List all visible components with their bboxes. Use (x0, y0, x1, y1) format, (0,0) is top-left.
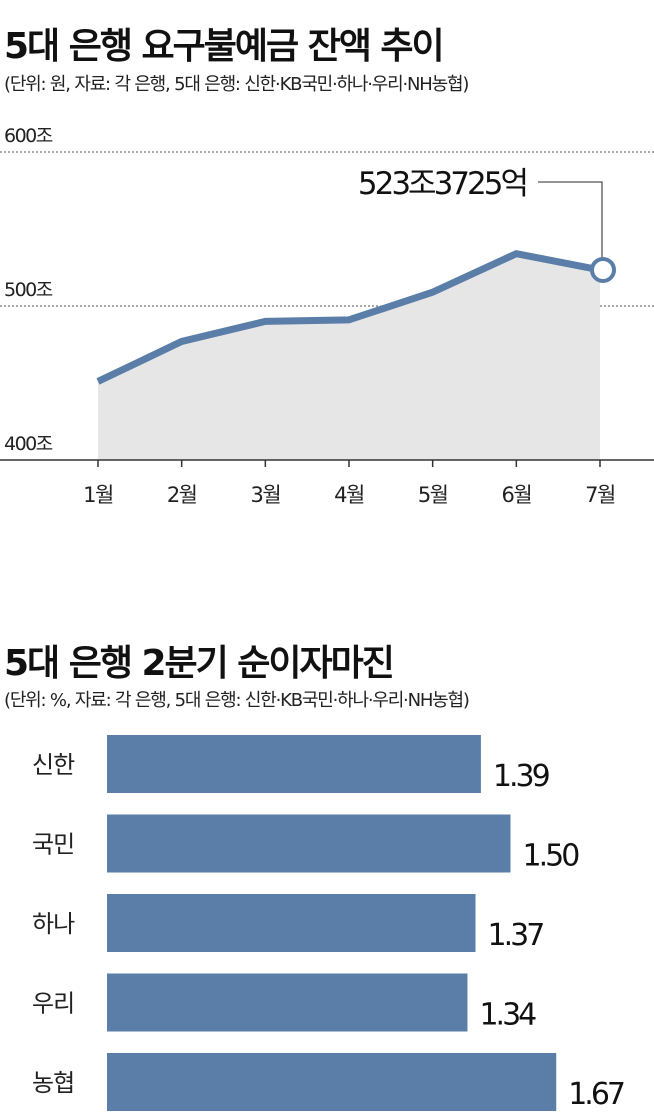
bar-category-label: 우리 (32, 990, 74, 1018)
callout-leader (538, 181, 603, 258)
bar-value-label: 1.34 (479, 998, 536, 1033)
line-chart: 600조 500조 400조 1월 2월 3월 4월 5월 6월 7월 523조3725억 (0, 125, 654, 507)
area-fill (98, 253, 600, 460)
bar (107, 894, 476, 952)
data-point-highlight (590, 256, 616, 283)
bar-category-label: 신한 (32, 751, 75, 779)
line-chart-title: 5대 은행 요구불예금 잔액 추이 (4, 26, 443, 67)
bar-chart-title: 5대 은행 2분기 순이자마진 (4, 643, 393, 684)
bar (107, 1053, 557, 1111)
bar-chart-subtitle: (단위: %, 자료: 각 은행, 5대 은행: 신한·KB국민·하나·우리·N… (4, 690, 469, 711)
callout-label: 523조3725억 (358, 166, 526, 202)
x-tick-label: 1월 (83, 483, 113, 507)
x-tick-label: 3월 (250, 483, 280, 507)
bar-chart: 신한 1.39 국민 1.50 하나 1.37 우리 1.34 농협 1.67 (32, 735, 627, 1112)
bar-value-label: 1.50 (523, 839, 580, 874)
bar (107, 973, 468, 1032)
bar (107, 735, 481, 793)
line-chart-subtitle: (단위: 원, 자료: 각 은행, 5대 은행: 신한·KB국민·하나·우리·N… (4, 74, 468, 95)
bar-value-label: 1.39 (493, 759, 549, 794)
bar-value-label: 1.67 (568, 1077, 624, 1112)
bar-category-label: 국민 (32, 831, 74, 859)
bar-value-label: 1.37 (488, 918, 544, 953)
y-tick-label: 500조 (4, 279, 53, 301)
x-tick-label: 5월 (418, 483, 448, 507)
bar-category-label: 농협 (32, 1069, 74, 1097)
bar (107, 814, 511, 873)
x-tick-label: 6월 (501, 483, 531, 507)
bar-category-label: 하나 (32, 910, 75, 938)
y-tick-label: 600조 (4, 125, 53, 147)
y-tick-label: 400조 (4, 433, 53, 455)
x-tick-label: 4월 (334, 483, 364, 507)
x-tick-label: 2월 (167, 483, 197, 507)
x-tick-label: 7월 (585, 483, 615, 507)
